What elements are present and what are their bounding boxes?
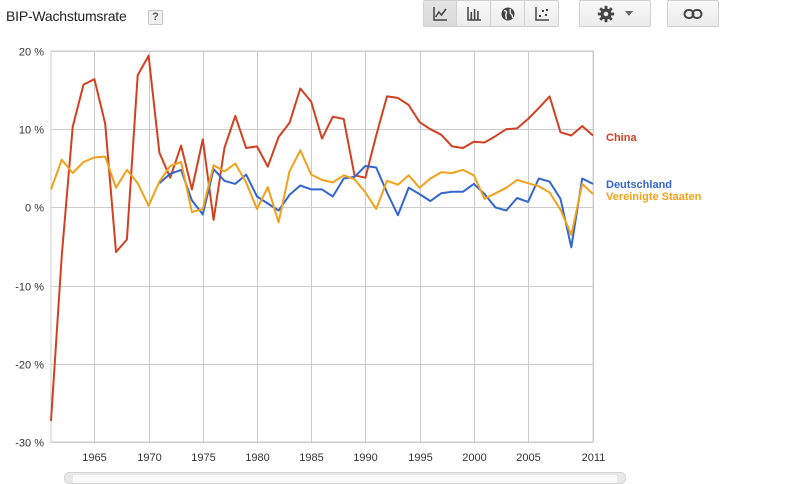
y-tick-label: -10 % (15, 282, 44, 294)
bar-chart-icon (466, 6, 481, 21)
x-tick-label: 1965 (82, 452, 106, 464)
y-tick-label: 20 % (19, 47, 44, 59)
caret-down-icon (625, 11, 633, 16)
page-title: BIP-Wachstumsrate (6, 8, 127, 24)
map-chart-button[interactable] (491, 0, 525, 27)
plot-area (50, 50, 594, 443)
help-button[interactable]: ? (148, 10, 163, 25)
legend-label: China (606, 132, 637, 144)
globe-map-icon (501, 7, 514, 20)
x-tick-label: 2005 (516, 452, 540, 464)
gear-icon (597, 5, 615, 22)
scatter-chart-button[interactable] (525, 0, 559, 27)
chart-grid (50, 50, 594, 443)
scatter-chart-icon (534, 6, 549, 21)
y-tick-label: -30 % (15, 438, 44, 450)
bar-chart-button[interactable] (457, 0, 491, 27)
link-icon (683, 8, 703, 19)
series-line-deutschland (158, 165, 594, 249)
x-tick-label: 1990 (353, 452, 377, 464)
y-axis-ticks: 20 % 10 % 0 % -10 % -20 % -30 % (15, 47, 44, 450)
time-range-slider-thumb[interactable] (73, 475, 617, 483)
y-tick-label: -20 % (15, 360, 44, 372)
series-line-vereinigte-staaten (50, 149, 594, 236)
legend-label: Deutschland (606, 179, 672, 191)
series-line-china (50, 54, 594, 421)
x-axis-ticks: 1965 1970 1975 1980 1985 1990 1995 2000 2005 2011 (82, 452, 605, 464)
y-tick-label: 0 % (25, 203, 44, 215)
x-tick-label: 1975 (191, 452, 215, 464)
chart-type-switcher (423, 0, 559, 27)
link-button[interactable] (667, 0, 719, 27)
x-tick-label: 1970 (137, 452, 161, 464)
x-tick-label: 2000 (462, 452, 486, 464)
settings-button[interactable] (579, 0, 651, 27)
time-range-scrollbar[interactable] (64, 472, 626, 484)
y-tick-label: 10 % (19, 125, 44, 137)
line-chart-button[interactable] (423, 0, 457, 27)
x-tick-label: 1985 (299, 452, 323, 464)
x-tick-label: 1995 (408, 452, 432, 464)
x-tick-label: 2011 (582, 452, 606, 464)
x-tick-label: 1980 (245, 452, 269, 464)
legend-label: Vereinigte Staaten (606, 191, 702, 203)
chart-series (50, 54, 594, 421)
line-chart-icon (433, 6, 447, 21)
